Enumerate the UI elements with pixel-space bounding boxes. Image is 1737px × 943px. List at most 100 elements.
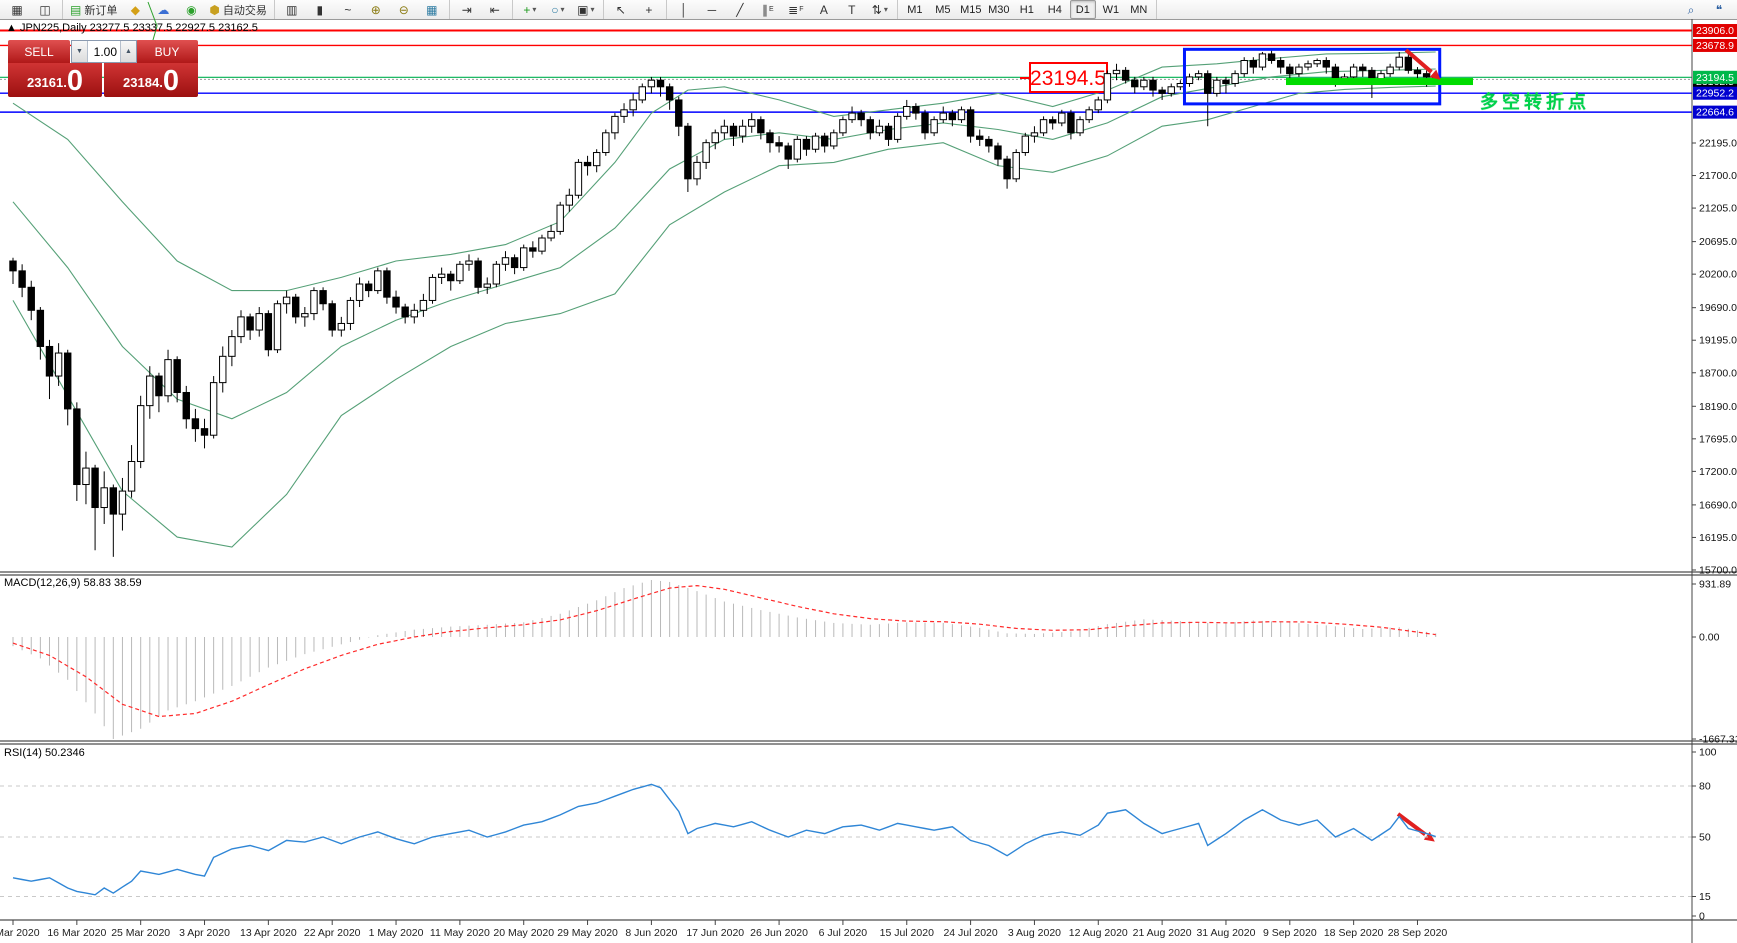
- chat-icon[interactable]: ❝: [1715, 2, 1723, 17]
- chevron-down-icon[interactable]: ▾: [590, 5, 595, 14]
- text-label-button[interactable]: T: [839, 0, 865, 19]
- callout-price-text: 23194.5: [1030, 67, 1106, 90]
- price-level-lines: [0, 1, 1692, 113]
- volume-up-icon[interactable]: ▲: [120, 41, 136, 62]
- rsi-pane: [0, 783, 1692, 897]
- date-axis-label: 20 May 2020: [493, 927, 554, 939]
- tile-windows-icon: ▦: [426, 2, 438, 17]
- toolbar-right: ⌕ ❝: [1677, 0, 1733, 19]
- candlestick-icon: ▮: [316, 2, 324, 17]
- price-axis: 22195.0 21700.0 21205.0 20695.0 20200.0 19690…: [1692, 138, 1737, 923]
- zoom-out-button[interactable]: ⊖: [391, 0, 417, 19]
- date-axis-label: 26 Jun 2020: [750, 927, 808, 939]
- new-chart-icon: ▦: [11, 2, 23, 17]
- trendline-button[interactable]: ╱: [727, 0, 753, 19]
- date-axis-label: 3 Apr 2020: [179, 927, 230, 939]
- metaeditor-icon: ◆: [130, 2, 140, 17]
- data-window-button[interactable]: ☁: [150, 0, 176, 19]
- svg-text:22952.2: 22952.2: [1696, 88, 1734, 100]
- equidistant-channel-button[interactable]: ∥ E: [755, 0, 781, 19]
- price-axis-label: 19690.0: [1699, 302, 1737, 314]
- timeframe-m5-button[interactable]: M5: [935, 3, 951, 16]
- candlestick-button[interactable]: ▮: [307, 0, 333, 19]
- periods-button[interactable]: ○ ▾: [545, 0, 571, 19]
- hline-button[interactable]: ─: [699, 0, 725, 19]
- buy-price-small: 23184.: [123, 75, 163, 90]
- navigator-icon: ◉: [186, 2, 197, 17]
- date-axis-label: 8 Jun 2020: [625, 927, 677, 939]
- timeframe-d1-button[interactable]: D1: [1069, 0, 1096, 19]
- sell-price-big: 0: [66, 65, 83, 97]
- bollinger-bands: [12, 51, 1436, 548]
- templates-button[interactable]: ▣ ▾: [573, 0, 599, 19]
- tile-windows-button[interactable]: ▦: [419, 0, 445, 19]
- toolbar-group-chart-modes: ▥ ▮ ~ ⊕ ⊖ ▦: [275, 0, 450, 19]
- sell-button[interactable]: SELL: [8, 40, 70, 63]
- chevron-down-icon[interactable]: ▾: [532, 5, 537, 14]
- indicators-button[interactable]: + ▾: [517, 0, 543, 19]
- timeframe-h1-button[interactable]: H1: [1019, 3, 1034, 16]
- toolbar-group-timeframes: M1 M5 M15 M30 H1 H4 D1 W1 MN: [898, 0, 1157, 19]
- new-chart-button[interactable]: ▦: [4, 0, 30, 19]
- auto-scroll-icon: ⇥: [461, 2, 472, 17]
- turning-point-annotation: 多空转折点: [1480, 92, 1590, 112]
- text-label-icon: T: [848, 2, 856, 17]
- timeframe-h4-button[interactable]: H4: [1047, 3, 1062, 16]
- metaeditor-button[interactable]: ◆: [122, 0, 148, 19]
- buy-button[interactable]: BUY: [136, 40, 198, 63]
- bar-chart-icon: ▥: [286, 2, 298, 17]
- autotrading-button[interactable]: ⬢ 自动交易: [206, 0, 269, 19]
- auto-scroll-button[interactable]: ⇥: [454, 0, 480, 19]
- text-button[interactable]: A: [811, 0, 837, 19]
- volume-stepper[interactable]: ▼ 1.00 ▲: [71, 40, 137, 63]
- sell-price[interactable]: 23161. 0: [8, 63, 102, 97]
- chart-annotations: [1182, 47, 1473, 842]
- volume-value[interactable]: 1.00: [93, 44, 117, 59]
- new-order-button[interactable]: ▤ 新订单: [67, 0, 120, 19]
- timeframe-m1-button[interactable]: M1: [907, 3, 923, 16]
- rsi-axis-label: 15: [1699, 891, 1711, 903]
- fibonacci-button[interactable]: ≣ F: [783, 0, 809, 19]
- date-axis-label: 22 Apr 2020: [304, 927, 361, 939]
- vline-icon: │: [680, 2, 688, 17]
- new-order-icon: ▤: [70, 2, 82, 17]
- timeframe-w1-button[interactable]: W1: [1102, 3, 1120, 16]
- chevron-down-icon[interactable]: ▾: [883, 5, 888, 14]
- timeframe-m30-button[interactable]: M30: [988, 3, 1010, 16]
- volume-down-icon[interactable]: ▼: [72, 41, 88, 62]
- chart-shift-button[interactable]: ⇤: [482, 0, 508, 19]
- rsi-axis-label: 50: [1699, 832, 1711, 844]
- navigator-button[interactable]: ◉: [178, 0, 204, 19]
- price-axis-label: 21205.0: [1699, 203, 1737, 215]
- search-icon[interactable]: ⌕: [1687, 2, 1695, 17]
- cursor-button[interactable]: ↖: [608, 0, 634, 19]
- price-axis-label: 15700.0: [1699, 564, 1737, 576]
- vline-button[interactable]: │: [671, 0, 697, 19]
- date-axis-label: 1 May 2020: [369, 927, 424, 939]
- date-axis-label: 11 May 2020: [430, 927, 490, 939]
- autotrading-icon: ⬢: [209, 2, 220, 17]
- rsi-axis-label: 0: [1699, 911, 1705, 923]
- arrows-button[interactable]: ⇅ ▾: [867, 0, 893, 19]
- fibonacci-icon: ≣: [788, 2, 799, 17]
- level-badge-23194.5: 23194.5: [1693, 70, 1737, 84]
- price-axis-label: 16195.0: [1699, 532, 1737, 544]
- macd-pane: [12, 579, 1437, 739]
- price-axis-label: 21700.0: [1699, 170, 1737, 182]
- timeframe-m15-button[interactable]: M15: [960, 3, 982, 16]
- date-axis-label: 25 Mar 2020: [111, 927, 170, 939]
- macd-label: MACD(12,26,9) 58.83 38.59: [4, 577, 142, 589]
- line-chart-button[interactable]: ~: [335, 0, 361, 19]
- new-order-button-label: 新订单: [84, 4, 118, 17]
- zoom-in-button[interactable]: ⊕: [363, 0, 389, 19]
- crosshair-button[interactable]: +: [636, 0, 662, 19]
- buy-price[interactable]: 23184. 0: [104, 63, 198, 97]
- profiles-button[interactable]: ◫: [32, 0, 58, 19]
- date-axis-label: 9 Sep 2020: [1263, 927, 1317, 939]
- level-badge-22664.6: 22664.6: [1693, 105, 1737, 119]
- timeframe-mn-button[interactable]: MN: [1130, 3, 1148, 16]
- chevron-down-icon[interactable]: ▾: [560, 5, 565, 14]
- bar-chart-button[interactable]: ▥: [279, 0, 305, 19]
- chart-shift-icon: ⇤: [489, 2, 500, 17]
